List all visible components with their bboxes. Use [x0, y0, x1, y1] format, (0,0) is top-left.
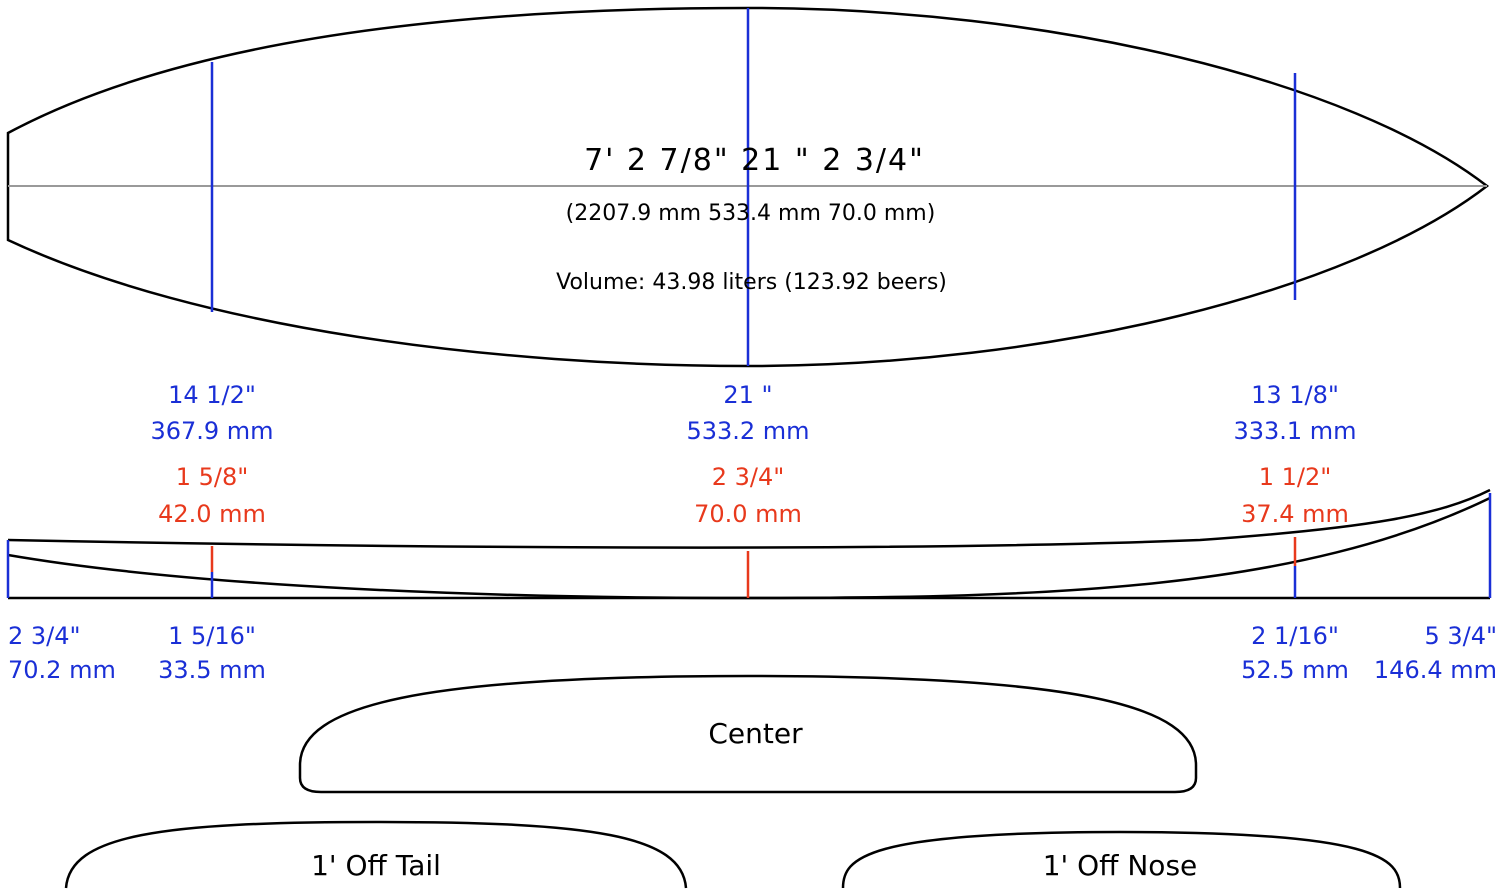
thickness-center-mm: 70.0 mm: [694, 500, 802, 528]
section-center-shape: [298, 674, 1198, 794]
width-tail-inch: 14 1/2": [168, 381, 256, 409]
width-nose-mm: 333.1 mm: [1233, 417, 1357, 445]
section-tail-label: 1' Off Tail: [311, 849, 441, 882]
rocker-tail-end-inch: 2 3/4": [8, 622, 81, 650]
rocker-nose-1ft-mm: 52.5 mm: [1241, 656, 1349, 684]
thickness-nose-inch: 1 1/2": [1258, 463, 1332, 491]
width-center-inch: 21 ": [723, 381, 773, 409]
volume-text: Volume: 43.98 liters (123.92 beers): [556, 270, 947, 295]
profile-deck: [7, 488, 1491, 549]
section-tail-shape: [64, 820, 688, 889]
dims-imperial: 7' 2 7/8" 21 " 2 3/4": [584, 143, 925, 178]
width-center-mm: 533.2 mm: [686, 417, 810, 445]
rocker-tail-1ft-inch: 1 5/16": [168, 622, 256, 650]
width-nose-inch: 13 1/8": [1251, 381, 1339, 409]
thickness-tail-mm: 42.0 mm: [158, 500, 266, 528]
thickness-tail-inch: 1 5/8": [175, 463, 249, 491]
section-nose-label: 1' Off Nose: [1042, 849, 1198, 882]
section-nose-shape: [841, 830, 1402, 889]
thickness-center-inch: 2 3/4": [711, 463, 785, 491]
rocker-tail-1ft-mm: 33.5 mm: [158, 656, 266, 684]
dims-metric: (2207.9 mm 533.4 mm 70.0 mm): [565, 201, 936, 226]
rocker-nose-1ft-inch: 2 1/16": [1251, 622, 1339, 650]
section-center-label: Center: [708, 717, 803, 750]
rocker-nose-end-inch: 5 3/4": [1424, 622, 1497, 650]
thickness-nose-mm: 37.4 mm: [1241, 500, 1349, 528]
rocker-tail-end-mm: 70.2 mm: [8, 656, 116, 684]
width-tail-mm: 367.9 mm: [150, 417, 274, 445]
rocker-nose-end-mm: 146.4 mm: [1373, 656, 1497, 684]
